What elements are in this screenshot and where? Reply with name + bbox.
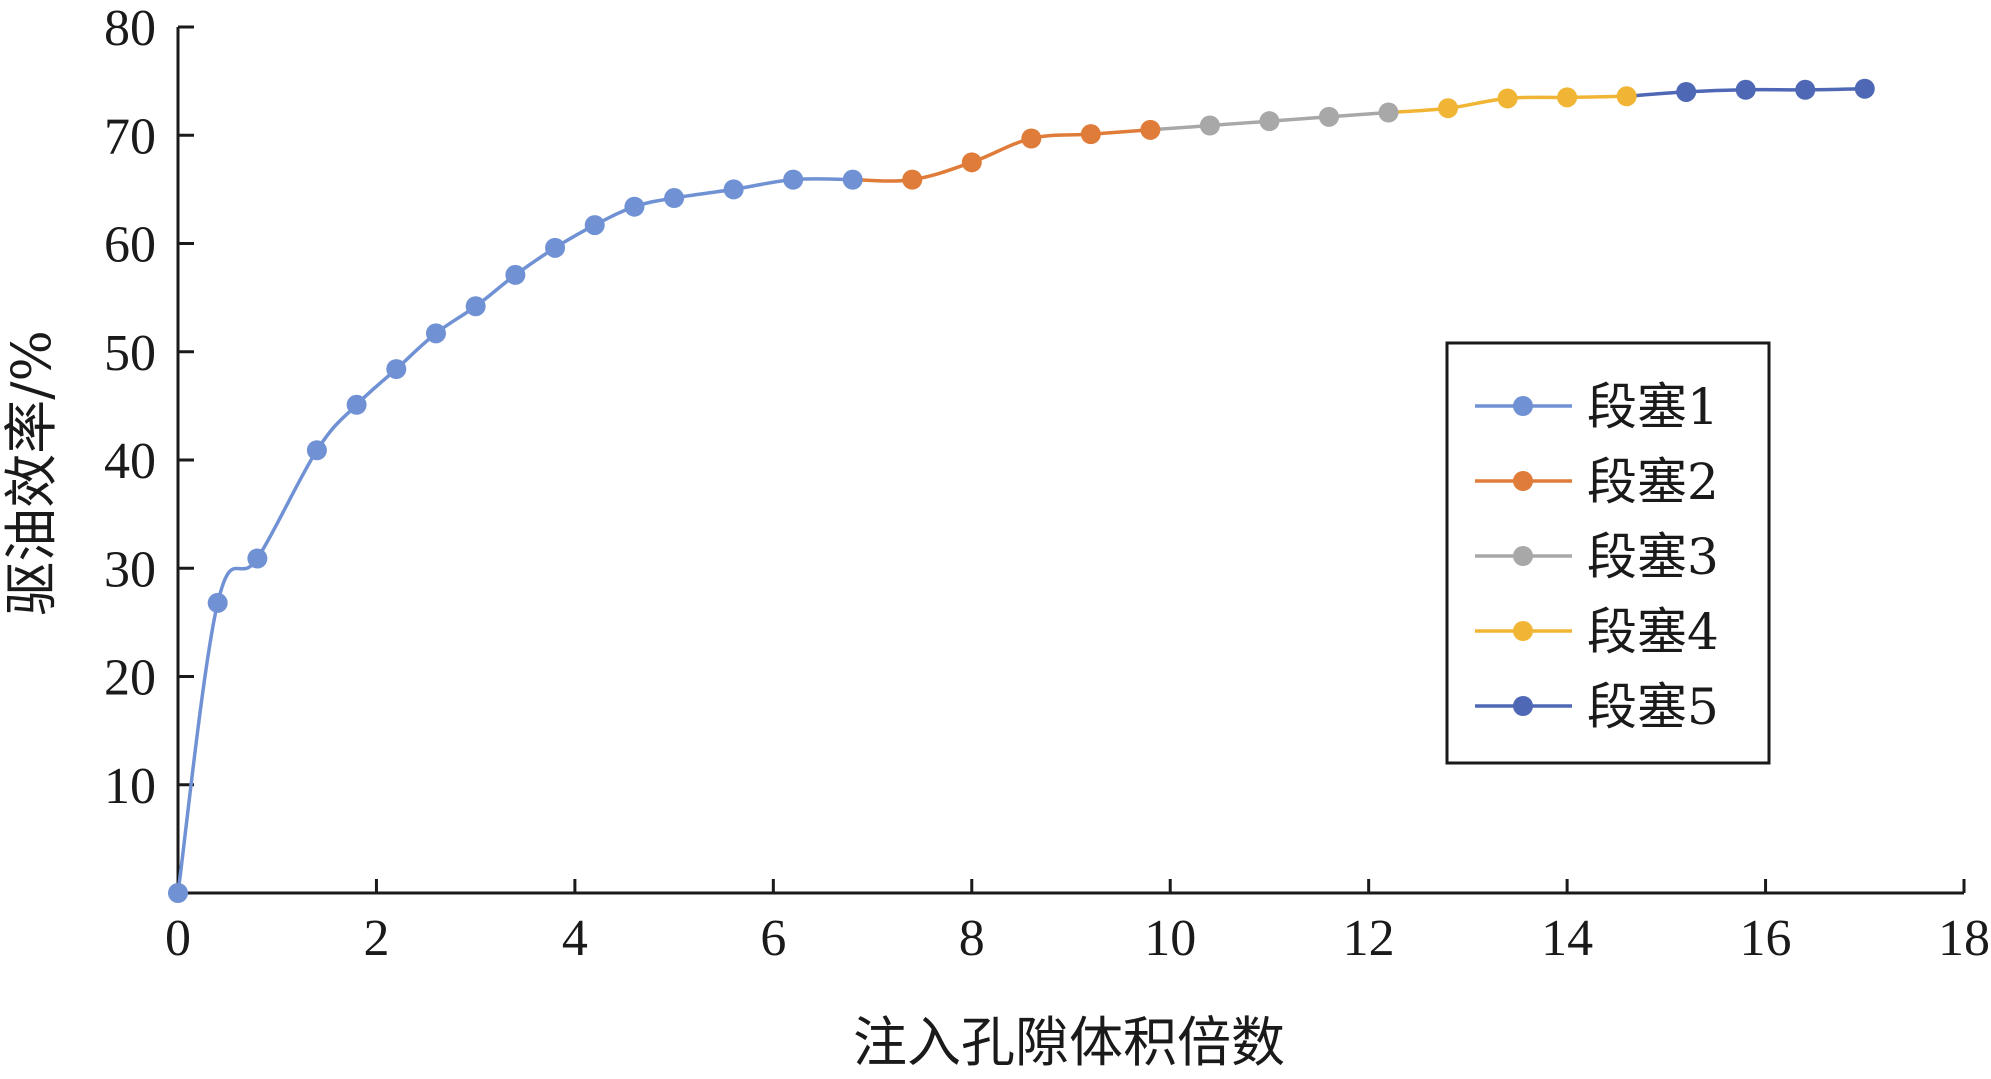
legend-marker [1513,546,1533,566]
data-point [247,548,268,569]
data-point [465,296,486,317]
data-point [1080,124,1101,145]
y-tick-label: 50 [104,325,156,382]
data-point [1140,119,1161,140]
data-point [1021,128,1042,149]
data-point [1616,86,1637,107]
series-line [176,177,853,894]
data-point [584,215,605,236]
series-layer [168,78,1875,903]
legend-label: 段塞4 [1587,603,1719,661]
data-point [1318,106,1339,127]
x-tick-label: 14 [1541,910,1593,967]
data-point [902,169,923,190]
data-point [1735,79,1756,100]
data-point [783,169,804,190]
data-point [306,440,327,461]
data-point [505,264,526,285]
legend-item: 段塞1 [1475,378,1719,436]
x-tick-label: 16 [1740,910,1792,967]
y-tick-label: 80 [104,0,156,57]
data-point [207,592,228,613]
legend-item: 段塞5 [1475,678,1719,736]
legend-marker [1513,471,1533,491]
series-5-markers [1676,78,1875,102]
legend-item: 段塞4 [1475,603,1719,661]
data-point [1795,79,1816,100]
y-tick-label: 40 [104,433,156,490]
series-3-markers [1199,102,1399,136]
legend-item: 段塞2 [1475,453,1719,511]
data-point [624,196,645,217]
data-point [1676,81,1697,102]
y-tick-label: 20 [104,650,156,707]
data-point [1438,98,1459,119]
data-point [1199,115,1220,136]
x-tick-label: 6 [760,910,786,967]
x-tick-label: 4 [562,910,588,967]
x-tick-label: 12 [1343,910,1395,967]
x-tick-label: 10 [1144,910,1196,967]
data-point [346,394,367,415]
series-line [852,128,1151,183]
legend-label: 段塞1 [1587,378,1719,436]
data-point [842,169,863,190]
series-1-markers [168,169,863,903]
data-point [545,237,566,258]
data-point [1259,111,1280,132]
legend-label: 段塞2 [1587,453,1719,511]
y-tick-label: 30 [104,541,156,598]
data-point [664,188,685,209]
legend-label: 段塞3 [1587,528,1719,586]
series-1 [176,177,853,894]
legend-label: 段塞5 [1587,678,1719,736]
legend-marker [1513,396,1533,416]
legend-marker [1513,621,1533,641]
x-axis-title: 注入孔隙体积倍数 [853,1011,1285,1074]
series-4-markers [1438,86,1637,119]
legend-item: 段塞3 [1475,528,1719,586]
y-tick-label: 70 [104,108,156,165]
data-point [425,323,446,344]
y-axis-title: 驱油效率/% [0,330,63,616]
series-2 [852,128,1151,183]
legend-marker [1513,696,1533,716]
x-tick-label: 0 [165,910,191,967]
data-point [1854,78,1875,99]
legend: 段塞1 段塞2 段塞3 段塞4 段塞5 [1445,341,1771,765]
data-point [961,152,982,173]
data-point [723,179,744,200]
x-tick-label: 8 [959,910,985,967]
data-point [168,883,188,903]
x-tick-label: 18 [1938,910,1990,967]
legend-box [1445,341,1771,765]
y-tick-label: 60 [104,217,156,274]
axes: 0 2 4 6 8 10 12 14 16 18 10 20 30 40 50 60 70 80 [104,0,1990,967]
data-point [386,359,407,380]
series-2-markers [902,119,1161,190]
data-point [1557,87,1578,108]
x-tick-label: 2 [363,910,389,967]
y-tick-label: 10 [104,758,156,815]
data-point [1497,88,1518,109]
data-point [1378,102,1399,123]
